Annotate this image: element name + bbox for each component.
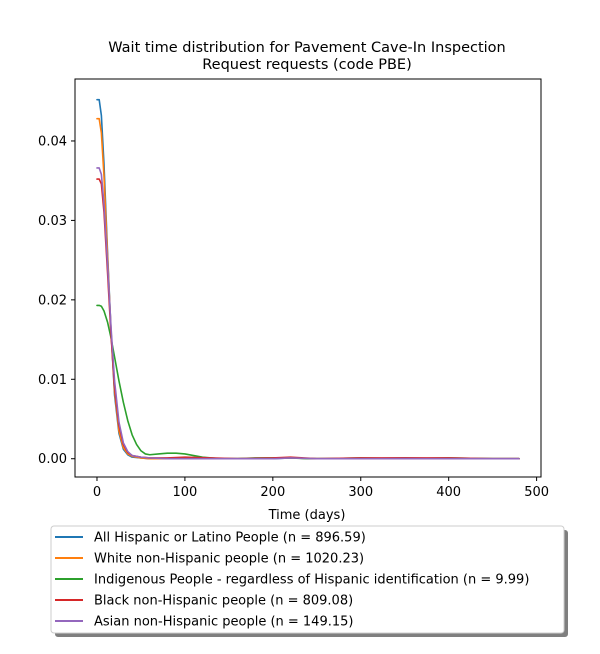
legend-label-5: Asian non-Hispanic people (n = 149.15) <box>94 615 353 630</box>
x-tick-label: 200 <box>260 485 285 500</box>
y-tick-label: 0.01 <box>38 373 67 388</box>
y-tick-label: 0.00 <box>38 452 67 467</box>
legend-label-4: Black non-Hispanic people (n = 809.08) <box>94 594 353 609</box>
legend-box <box>50 525 565 634</box>
series-line-2 <box>96 117 520 460</box>
series-line-1 <box>96 98 520 460</box>
x-axis-ticks: 0 100 200 300 400 500 <box>93 477 549 500</box>
x-tick-label: 400 <box>436 485 461 500</box>
x-axis-label: Time (days) <box>268 508 346 523</box>
x-tick-label: 0 <box>93 485 101 500</box>
y-tick-label: 0.02 <box>38 293 67 308</box>
chart-title-line-2: Request requests (code PBE) <box>202 57 412 73</box>
x-tick-label: 500 <box>524 485 549 500</box>
series-line-4 <box>96 178 520 460</box>
y-tick-label: 0.03 <box>38 214 67 229</box>
x-tick-label: 100 <box>172 485 197 500</box>
legend: All Hispanic or Latino People (n = 896.5… <box>50 525 568 637</box>
plot-frame <box>74 78 542 478</box>
series-line-5 <box>96 167 520 460</box>
x-tick-label: 300 <box>348 485 373 500</box>
legend-entries: All Hispanic or Latino People (n = 896.5… <box>55 531 529 630</box>
series-line-3 <box>96 304 520 460</box>
series-lines <box>96 98 520 460</box>
y-axis-ticks: 0.00 0.01 0.02 0.03 0.04 <box>38 134 75 467</box>
legend-label-2: White non-Hispanic people (n = 1020.23) <box>94 552 364 567</box>
legend-label-3: Indigenous People - regardless of Hispan… <box>94 573 529 588</box>
y-tick-label: 0.04 <box>38 134 67 149</box>
legend-label-1: All Hispanic or Latino People (n = 896.5… <box>94 531 366 546</box>
chart-title-line-1: Wait time distribution for Pavement Cave… <box>108 40 506 56</box>
